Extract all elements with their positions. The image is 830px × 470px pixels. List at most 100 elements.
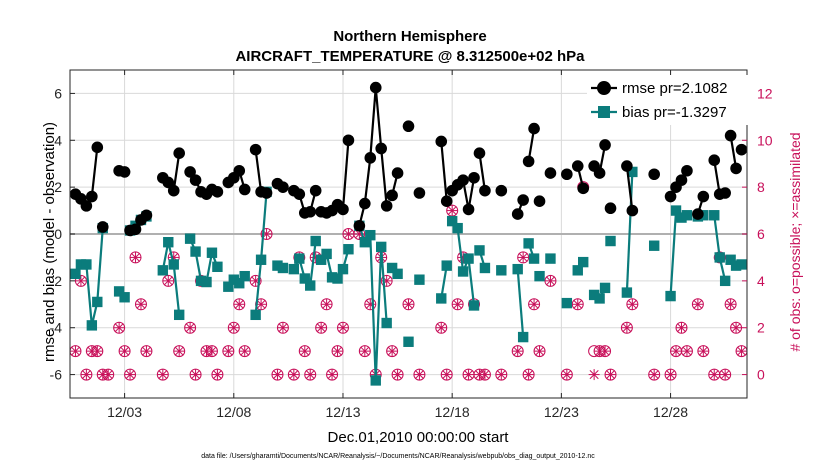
rmse-point <box>473 147 486 159</box>
rmse-point <box>528 122 540 135</box>
right-y-axis-label: # of obs: o=possible; ×=assimilated <box>787 132 803 351</box>
bias-point <box>414 274 425 285</box>
bias-point <box>605 235 616 247</box>
legend-box <box>587 75 748 125</box>
obs-assimilated-marker <box>184 322 196 334</box>
rmse-point <box>462 203 475 216</box>
y-tick-label: 6 <box>54 85 62 101</box>
bias-point <box>86 320 98 331</box>
rmse-point <box>752 161 764 173</box>
rmse-point <box>440 195 453 207</box>
obs-assimilated-marker <box>736 345 747 357</box>
rmse-point <box>118 166 131 178</box>
bias-point <box>463 253 474 264</box>
rmse-point <box>211 186 224 198</box>
obs-assimilated-marker <box>75 275 87 287</box>
obs-assimilated-marker <box>517 251 529 263</box>
obs-assimilated-marker <box>233 298 245 310</box>
bias-point <box>234 278 245 289</box>
rmse-point <box>375 142 388 155</box>
obs-assimilated-marker <box>588 369 600 381</box>
bias-point <box>212 261 223 272</box>
rmse-point <box>129 223 142 236</box>
bias-line <box>669 207 688 297</box>
x-tick-label: 12/18 <box>435 404 470 420</box>
obs-assimilated-marker <box>403 298 414 310</box>
bias-point <box>343 244 354 255</box>
obs-assimilated-marker <box>288 369 300 381</box>
obs-assimilated-marker <box>140 345 152 357</box>
obs-assimilated-marker <box>321 298 333 310</box>
obs-assimilated-marker <box>452 298 464 310</box>
rmse-point <box>91 141 104 154</box>
obs-assimilated-marker <box>157 369 169 381</box>
y-tick-label: 0 <box>54 226 62 242</box>
rmse-point <box>735 143 747 156</box>
rmse-point <box>517 194 529 206</box>
bias-line <box>189 238 203 282</box>
bias-point <box>594 293 605 304</box>
bias-point <box>381 317 392 329</box>
bias-point <box>305 280 316 291</box>
rmse-point <box>533 195 546 207</box>
bias-line <box>254 191 268 315</box>
rmse-point <box>353 220 366 232</box>
bias-series <box>70 166 747 386</box>
rmse-point <box>544 167 557 179</box>
x-axis-ticks: 12/03 12/08 12/13 12/18 12/23 12/28 <box>107 70 688 420</box>
bias-point <box>190 246 201 257</box>
obs-assimilated-marker <box>725 298 737 310</box>
bias-point <box>184 233 196 244</box>
legend-rmse-label: rmse pr=2.1082 <box>622 80 727 97</box>
rmse-point <box>304 205 317 218</box>
rmse-point <box>457 174 469 186</box>
rmse-point <box>413 187 426 199</box>
obs-assimilated-marker <box>605 369 617 381</box>
obs-assimilated-marker <box>708 369 720 381</box>
obs-assimilated-marker <box>113 322 125 334</box>
bias-point <box>512 263 523 275</box>
obs-assimilated-marker <box>315 322 327 334</box>
bias-point <box>436 293 447 304</box>
obs-assimilated-marker <box>648 369 660 381</box>
rmse-point <box>369 81 382 94</box>
bias-point <box>173 309 185 321</box>
rmse-point <box>522 155 535 168</box>
obs-assimilated-marker <box>670 345 682 357</box>
bias-line <box>309 240 317 286</box>
obs-assimilated-marker <box>512 345 524 357</box>
bias-point <box>359 237 371 248</box>
obs-assimilated-marker <box>392 369 404 381</box>
obs-assimilated-marker <box>304 369 316 381</box>
bias-point <box>528 253 540 264</box>
bias-point <box>392 268 403 280</box>
bias-point <box>730 260 742 271</box>
rmse-point <box>730 162 742 175</box>
rmse-point <box>96 221 109 233</box>
bias-point <box>561 297 573 309</box>
x-tick-label: 12/03 <box>107 404 142 420</box>
obs-assimilated-marker <box>544 275 556 287</box>
right-tick-label: 2 <box>757 320 765 336</box>
bias-point <box>337 263 349 275</box>
obs-assimilated-marker <box>479 369 491 381</box>
bias-point <box>496 265 507 276</box>
obs-assimilated-marker <box>332 345 344 357</box>
bias-point <box>206 247 218 258</box>
rmse-point <box>468 171 480 184</box>
obs-assimilated-marker <box>364 298 376 310</box>
obs-assimilated-marker <box>255 298 267 310</box>
bias-point <box>332 273 343 284</box>
rmse-point <box>724 129 737 142</box>
obs-assimilated-marker <box>495 369 507 381</box>
obs-assimilated-marker <box>463 369 475 381</box>
bias-point <box>386 262 398 274</box>
data-file-footnote: data file: /Users/gharamti/Documents/NCA… <box>201 453 595 460</box>
rmse-point <box>309 184 322 197</box>
rmse-point <box>402 120 415 133</box>
rmse-point <box>380 200 393 212</box>
bias-point <box>545 253 556 264</box>
bias-point <box>599 282 611 294</box>
obs-assimilated-marker <box>441 369 453 381</box>
obs-assimilated-marker <box>342 228 354 240</box>
